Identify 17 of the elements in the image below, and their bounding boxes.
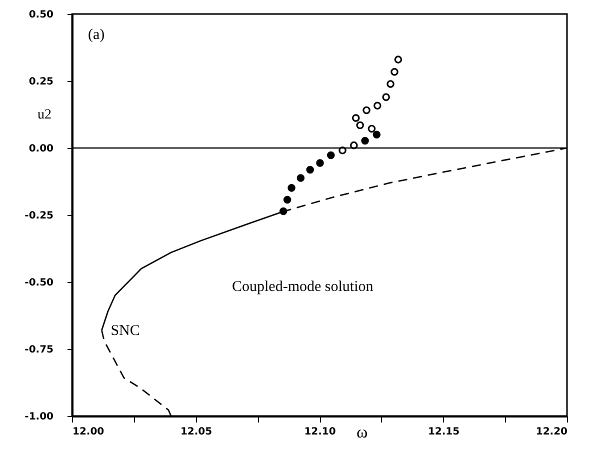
x-tick-label: 12.00	[72, 426, 104, 438]
y-tick-label: 0.25	[28, 76, 54, 88]
y-tick-label: 0.00	[28, 144, 54, 154]
annotation: Coupled-mode solution	[232, 279, 374, 295]
x-tick-label: 12.15	[428, 426, 460, 438]
x-tick-label: 12.20	[536, 426, 568, 438]
x-tick-label: 12.10	[304, 426, 336, 438]
annotation: (a)	[88, 27, 105, 43]
y-tick-label: 0.50	[28, 10, 54, 20]
annotation: SNC	[110, 323, 140, 340]
x-axis-title: ω	[356, 422, 368, 442]
y-tick-label: -0.25	[24, 210, 54, 222]
y-tick-label: -0.50	[24, 278, 54, 288]
y-tick-label: -1.00	[24, 412, 54, 422]
x-tick-label: 12.05	[180, 426, 212, 438]
y-tick-label: -0.75	[24, 344, 54, 356]
y-axis-title: u2	[38, 108, 52, 122]
